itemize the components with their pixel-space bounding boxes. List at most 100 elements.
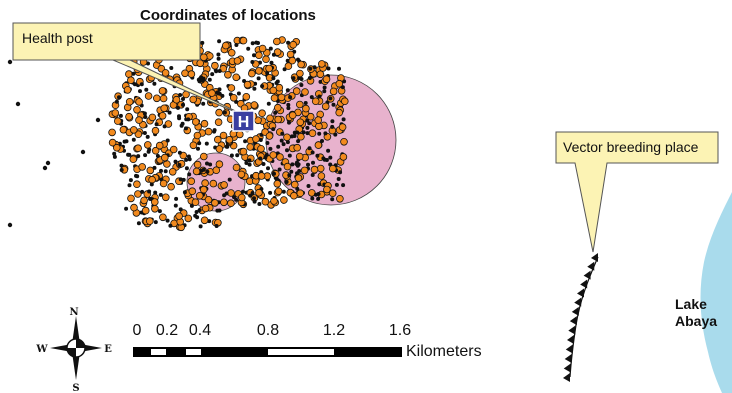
household-point: [310, 165, 319, 174]
household-point: [317, 172, 326, 180]
location-dot: [292, 134, 297, 138]
location-dot: [252, 196, 256, 201]
location-dot: [337, 66, 341, 71]
location-dot: [177, 116, 182, 121]
household-point: [153, 94, 161, 103]
household-point: [140, 196, 148, 205]
vector-breeding-markers: [563, 253, 598, 382]
location-dot: [229, 153, 234, 158]
household-point: [175, 212, 183, 220]
breeding-marker: [564, 353, 572, 363]
household-point: [336, 195, 344, 203]
location-dot: [193, 213, 198, 218]
household-point: [301, 88, 309, 96]
location-dot: [275, 79, 280, 84]
location-dot: [281, 142, 286, 147]
location-dot: [307, 76, 312, 80]
vector-breeding-line: [569, 256, 599, 378]
location-dot: [341, 117, 346, 122]
location-dot: [220, 93, 225, 98]
household-point: [138, 163, 147, 171]
location-dot: [244, 161, 249, 165]
household-point: [130, 203, 138, 212]
household-point: [280, 196, 288, 204]
location-dot: [306, 162, 310, 167]
location-dot: [167, 110, 172, 115]
household-point: [302, 104, 310, 113]
household-point: [227, 199, 235, 208]
household-point: [248, 69, 256, 78]
location-dot: [15, 101, 21, 107]
breeding-marker: [563, 363, 571, 373]
location-dot: [256, 76, 261, 81]
household-point: [296, 189, 305, 198]
household-point: [258, 44, 267, 53]
household-point: [295, 152, 304, 161]
location-dot: [258, 156, 263, 161]
household-point: [290, 191, 298, 200]
location-dot: [303, 101, 308, 105]
location-dot: [7, 59, 13, 65]
location-dot: [280, 131, 285, 136]
breeding-marker: [580, 279, 588, 289]
location-dot: [140, 189, 145, 194]
location-dot: [297, 169, 302, 173]
location-dot: [198, 224, 203, 229]
household-point: [277, 93, 286, 102]
household-point: [169, 145, 178, 154]
compass-rose: N S E W: [35, 307, 112, 393]
scale-tick-label: 1.6: [388, 322, 412, 339]
household-point: [220, 198, 228, 207]
household-point: [246, 143, 255, 151]
household-point: [211, 61, 219, 70]
location-dot: [162, 124, 167, 129]
household-point: [151, 146, 160, 155]
household-point: [329, 87, 338, 96]
household-point: [127, 194, 135, 203]
lake-label: Lake Abaya: [675, 296, 717, 330]
household-point: [233, 57, 242, 65]
location-dot: [317, 94, 322, 99]
household-point: [288, 56, 297, 65]
household-point: [274, 115, 283, 124]
household-point: [200, 119, 209, 128]
household-point: [133, 180, 141, 189]
scale-bar-segment: [151, 349, 166, 355]
household-point: [300, 166, 309, 175]
household-point: [257, 172, 266, 180]
household-point: [227, 189, 235, 197]
household-point: [296, 69, 304, 78]
location-dot: [311, 160, 315, 165]
household-point: [283, 162, 292, 171]
location-dot: [152, 165, 157, 170]
household-point: [242, 93, 251, 101]
location-dot: [134, 173, 138, 178]
household-point: [134, 144, 142, 153]
household-point: [200, 53, 208, 62]
location-dot: [234, 43, 239, 47]
location-dot: [112, 151, 117, 156]
household-point: [232, 73, 241, 82]
location-dot: [234, 197, 239, 202]
household-point: [181, 69, 189, 78]
household-point: [158, 87, 167, 95]
location-dot: [266, 101, 271, 106]
location-dot: [285, 140, 290, 145]
household-point: [255, 51, 263, 59]
location-dot: [336, 177, 341, 181]
compass-south: S: [72, 383, 79, 393]
location-dot: [268, 190, 273, 195]
location-dot: [222, 110, 227, 115]
location-dot: [271, 127, 276, 132]
household-point: [113, 143, 121, 152]
breeding-marker: [566, 335, 574, 345]
location-dot: [301, 130, 306, 135]
location-dot: [243, 139, 248, 144]
location-dot: [155, 154, 160, 158]
household-point: [236, 130, 244, 139]
location-dot: [177, 150, 182, 155]
location-dot: [179, 123, 184, 128]
location-dot: [186, 117, 191, 122]
location-dot: [322, 89, 327, 94]
location-dot: [261, 162, 266, 166]
